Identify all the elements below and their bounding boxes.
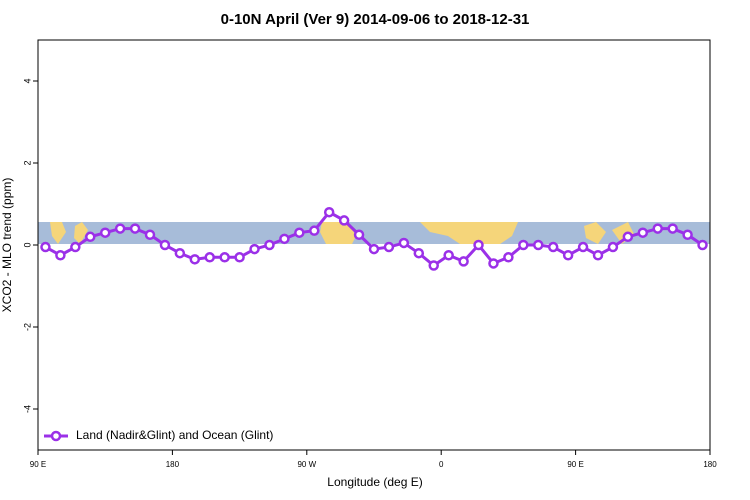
point xyxy=(264,239,275,251)
y-tick-label: 4 xyxy=(22,78,32,83)
land-patch xyxy=(584,222,634,244)
y-tick-label: 2 xyxy=(22,160,32,165)
point xyxy=(353,229,365,240)
x-axis-label: Longitude (deg E) xyxy=(327,475,422,489)
point xyxy=(249,243,260,255)
point xyxy=(697,239,708,251)
point xyxy=(159,239,171,251)
point xyxy=(338,215,350,226)
land-patch xyxy=(50,222,88,244)
point xyxy=(204,252,215,263)
point xyxy=(323,206,335,218)
point xyxy=(622,231,634,243)
point xyxy=(547,241,559,253)
legend-marker xyxy=(50,430,62,442)
point xyxy=(458,256,469,267)
point xyxy=(488,258,499,269)
point xyxy=(368,243,380,255)
point xyxy=(577,241,589,253)
x-tick-label: 0 xyxy=(439,460,444,469)
ocean-band xyxy=(38,222,710,244)
point xyxy=(592,250,604,261)
x-tick-label: 180 xyxy=(703,460,717,469)
point xyxy=(383,241,395,253)
y-tick-label: -2 xyxy=(22,323,32,331)
legend-label: Land (Nadir&Glint) and Ocean (Glint) xyxy=(76,428,273,442)
point xyxy=(99,227,111,238)
point xyxy=(667,223,678,234)
point xyxy=(518,239,529,251)
point xyxy=(637,227,649,238)
point xyxy=(473,239,484,251)
point xyxy=(607,241,619,253)
x-tick-label: 90 W xyxy=(297,460,316,469)
point xyxy=(443,250,454,261)
point xyxy=(294,227,305,238)
y-axis-label: XCO2 - MLO trend (ppm) xyxy=(0,178,14,313)
point xyxy=(40,241,51,253)
point xyxy=(144,229,156,240)
point xyxy=(129,223,141,234)
y-tick-label: 0 xyxy=(22,242,32,247)
y-tick-label: -4 xyxy=(22,405,32,413)
x-tick-label: 180 xyxy=(166,460,180,469)
map-strip xyxy=(38,222,710,244)
point xyxy=(309,225,320,236)
point xyxy=(70,241,81,253)
point xyxy=(562,250,574,261)
point xyxy=(682,229,693,240)
land-patch xyxy=(320,222,356,244)
point xyxy=(174,247,186,259)
point xyxy=(55,250,66,261)
point xyxy=(85,231,96,243)
point xyxy=(398,237,410,249)
point xyxy=(652,223,663,234)
x-tick-label: 90 E xyxy=(30,460,46,469)
land-patch xyxy=(420,222,518,244)
point xyxy=(234,252,245,263)
point xyxy=(279,233,290,245)
point xyxy=(114,223,126,234)
point xyxy=(219,252,230,263)
x-tick-label: 90 E xyxy=(567,460,583,469)
point xyxy=(533,239,544,251)
point xyxy=(189,254,201,265)
chart-title: 0-10N April (Ver 9) 2014-09-06 to 2018-1… xyxy=(221,11,530,28)
point xyxy=(428,260,439,271)
point xyxy=(503,252,514,263)
point xyxy=(413,247,425,259)
